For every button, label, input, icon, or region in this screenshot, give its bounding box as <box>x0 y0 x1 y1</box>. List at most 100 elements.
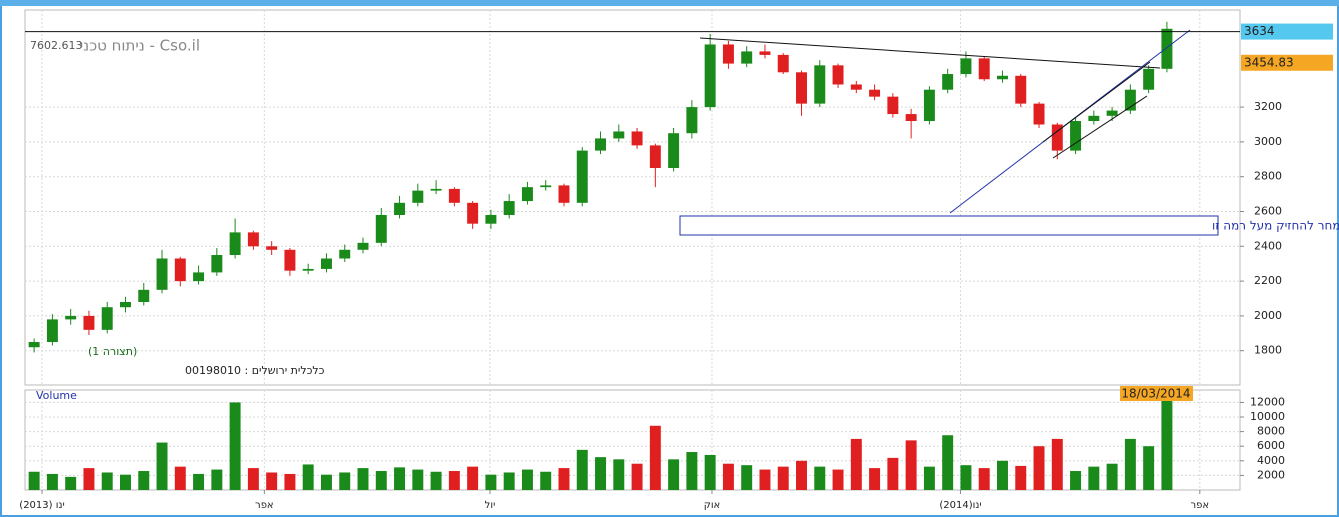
volume-bar <box>540 471 552 490</box>
volume-bar <box>138 471 150 490</box>
candle-body <box>394 202 406 215</box>
volume-y-tick-label: 10000 <box>1250 410 1285 423</box>
resistance-trendline <box>699 37 1161 69</box>
x-tick-label: ינו (2013) <box>19 500 64 511</box>
volume-bar <box>832 469 844 490</box>
volume-bar <box>576 449 588 490</box>
volume-bar <box>942 435 954 490</box>
candle-body <box>284 249 296 271</box>
candle-body <box>375 214 387 243</box>
candle-body <box>156 258 168 290</box>
y-tick-label: 2600 <box>1254 205 1282 218</box>
candle-body <box>777 54 789 73</box>
volume-y-tick-label: 4000 <box>1257 454 1285 467</box>
volume-y-tick-label: 6000 <box>1257 439 1285 452</box>
volume-bar <box>284 473 296 490</box>
candle-body <box>521 187 533 202</box>
volume-bar <box>1124 438 1136 490</box>
candle-body <box>1143 68 1155 90</box>
candle-body <box>814 65 826 104</box>
candle-body <box>1051 124 1063 151</box>
volume-bar <box>1070 471 1082 490</box>
volume-bar <box>923 466 935 490</box>
candle-body <box>65 315 77 320</box>
channel-lower <box>1052 95 1148 159</box>
candle-body <box>613 131 625 139</box>
candle-body <box>1033 103 1045 125</box>
candle-body <box>1015 75 1027 104</box>
y-tick-label: 3200 <box>1254 100 1282 113</box>
volume-bar <box>266 472 278 490</box>
volume-bar <box>156 442 168 490</box>
candle-body <box>997 75 1008 80</box>
candle-body <box>120 301 131 308</box>
annotation-box <box>679 215 1219 236</box>
candle-body <box>266 246 278 250</box>
volume-bar <box>65 476 77 490</box>
volume-bar <box>211 469 223 490</box>
date-label-box <box>1120 386 1193 401</box>
volume-bar <box>46 473 58 490</box>
candle-body <box>448 188 460 203</box>
candle-body <box>850 84 862 90</box>
price-label: 3454.83 <box>1244 55 1294 69</box>
volume-bar <box>850 438 862 490</box>
volume-bar <box>247 468 259 490</box>
volume-bar <box>339 472 351 490</box>
volume-bar <box>1143 446 1155 490</box>
volume-bar <box>28 471 40 490</box>
candle-body <box>302 268 314 271</box>
volume-bar <box>741 465 753 490</box>
y-tick-label: 2400 <box>1254 239 1282 252</box>
volume-bar <box>1051 438 1063 490</box>
candle-body <box>923 89 935 122</box>
volume-bar <box>448 471 460 490</box>
candle-body <box>540 185 552 188</box>
price-label-box <box>1241 23 1333 40</box>
volume-bar <box>1015 465 1027 490</box>
volume-y-tick-label: 8000 <box>1257 425 1285 438</box>
volume-bar <box>777 466 789 490</box>
candle-body <box>704 44 716 108</box>
volume-bar <box>960 465 972 490</box>
candle-body <box>1106 110 1118 116</box>
x-tick-label: אוק <box>704 500 721 511</box>
candle-body <box>503 201 515 215</box>
volume-bar <box>521 469 533 490</box>
price-label: 3634 <box>1244 24 1275 38</box>
candle-body <box>138 289 150 302</box>
candle-body <box>1088 115 1100 122</box>
candle-body <box>887 96 899 115</box>
volume-bar <box>101 472 113 490</box>
volume-bar <box>394 467 406 490</box>
volume-bar <box>595 457 607 490</box>
candle-body <box>686 107 698 134</box>
price-panel <box>24 9 1241 386</box>
config-label: (תצורה 1) <box>88 345 137 358</box>
volume-bar <box>978 468 990 490</box>
volume-bar <box>1033 446 1045 490</box>
candle-body <box>978 58 990 80</box>
info-value: 7602.613 <box>30 39 83 52</box>
candle-body <box>668 133 680 169</box>
volume-bar <box>174 466 186 490</box>
volume-bar <box>997 460 1008 490</box>
volume-bar <box>193 473 205 490</box>
chart-title: ניתוח טכני - Cso.il <box>80 37 200 55</box>
candle-body <box>741 51 753 64</box>
y-tick-label: 2800 <box>1254 170 1282 183</box>
volume-title: Volume <box>36 389 77 402</box>
candle-body <box>339 249 351 259</box>
volume-bar <box>375 471 387 490</box>
volume-bar <box>869 468 881 490</box>
candle-body <box>412 190 424 203</box>
volume-y-tick-label: 12000 <box>1250 395 1285 408</box>
candle-body <box>942 74 954 90</box>
candle-body <box>1070 121 1082 151</box>
candle-body <box>46 319 58 343</box>
y-tick-label: 3000 <box>1254 135 1282 148</box>
candle-body <box>211 255 223 273</box>
candle-body <box>558 185 570 203</box>
x-tick-label: אפר <box>1191 500 1210 511</box>
